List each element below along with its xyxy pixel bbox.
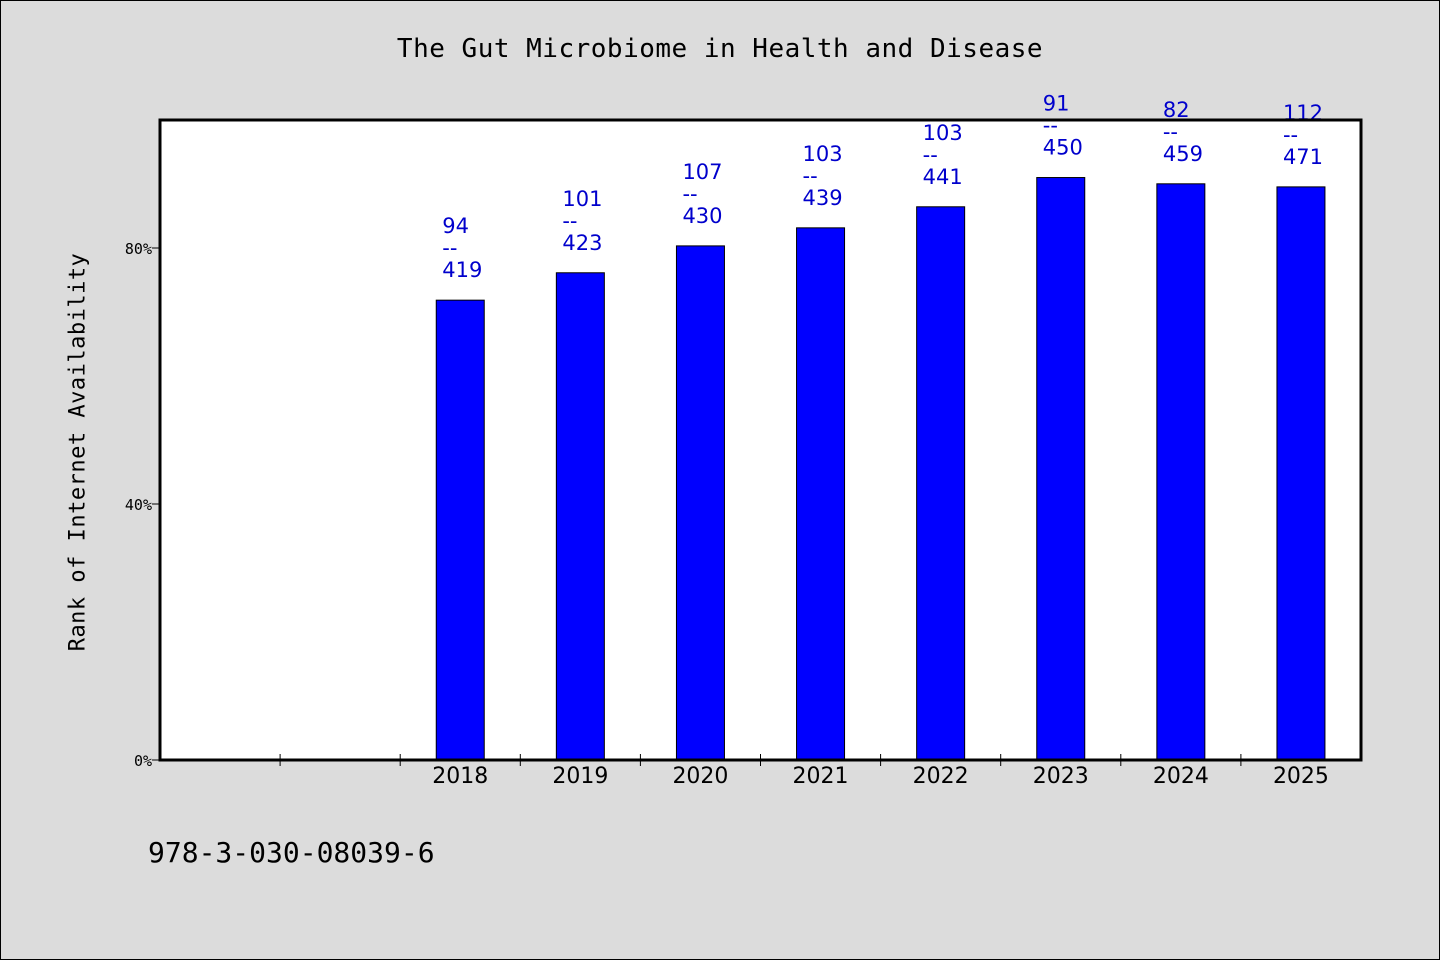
data-label: -- — [1283, 123, 1298, 147]
data-label: 430 — [682, 204, 722, 228]
data-label: 82 — [1163, 98, 1190, 122]
data-label: 439 — [803, 186, 843, 210]
data-label: 107 — [682, 160, 722, 184]
bar — [435, 299, 485, 761]
x-tick-label: 2022 — [913, 764, 969, 789]
x-tick-label: 2024 — [1153, 764, 1209, 789]
isbn-text: 978-3-030-08039-6 — [148, 836, 435, 869]
x-tick-label: 2019 — [552, 764, 608, 789]
bar — [916, 206, 966, 761]
data-label: 419 — [442, 258, 482, 282]
data-label: 471 — [1283, 145, 1323, 169]
data-label: 94 — [442, 214, 469, 238]
data-label: 441 — [923, 165, 963, 189]
bar — [1036, 177, 1086, 761]
bar — [1156, 183, 1206, 761]
x-tick-label: 2023 — [1033, 764, 1089, 789]
data-label: 423 — [562, 231, 602, 255]
y-tick-label: 0% — [134, 752, 152, 770]
bar — [1276, 186, 1326, 761]
data-label: 101 — [562, 187, 602, 211]
data-label: -- — [1163, 120, 1178, 144]
data-label: 91 — [1043, 92, 1070, 116]
data-label: -- — [923, 143, 938, 167]
data-label: -- — [803, 164, 818, 188]
chart-title: The Gut Microbiome in Health and Disease — [396, 34, 1044, 64]
bar — [555, 272, 605, 761]
x-tick-label: 2021 — [793, 764, 849, 789]
data-label: 450 — [1043, 136, 1083, 160]
data-label: 103 — [803, 142, 843, 166]
bar — [675, 245, 725, 761]
bar — [796, 227, 846, 761]
data-label: -- — [562, 209, 577, 233]
data-label: 103 — [923, 121, 963, 145]
data-label: -- — [1043, 114, 1058, 138]
data-label: 459 — [1163, 142, 1203, 166]
data-label: -- — [442, 236, 457, 260]
y-tick-label: 80% — [125, 240, 152, 258]
data-label: -- — [682, 182, 697, 206]
y-tick-label: 40% — [125, 496, 152, 514]
x-tick-label: 2018 — [432, 764, 488, 789]
x-tick-label: 2020 — [672, 764, 728, 789]
x-tick-label: 2025 — [1273, 764, 1329, 789]
